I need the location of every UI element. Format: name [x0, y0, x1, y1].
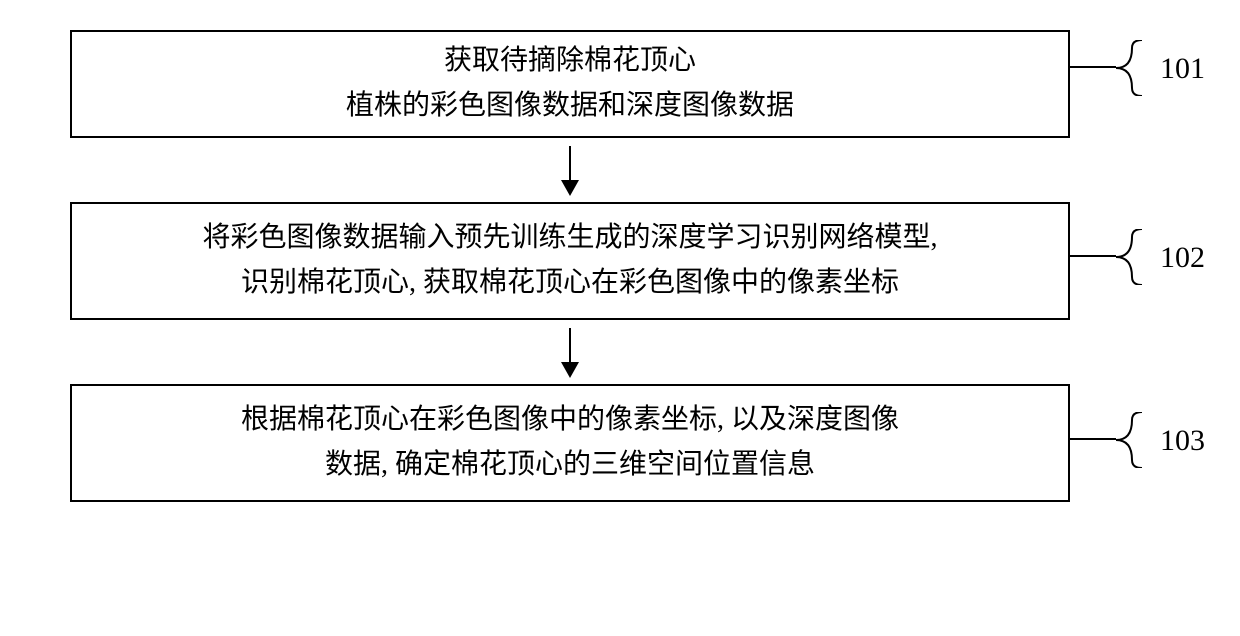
step-label-103: 103 [1160, 424, 1205, 458]
connector-101 [1070, 66, 1116, 68]
flow-step-103-line1: 根据棉花顶心在彩色图像中的像素坐标, 以及深度图像 [241, 398, 899, 443]
curve-icon [1114, 229, 1154, 285]
flow-step-102-line2: 识别棉花顶心, 获取棉花顶心在彩色图像中的像素坐标 [241, 261, 899, 306]
flow-step-101-line2: 植株的彩色图像数据和深度图像数据 [346, 84, 794, 129]
flow-step-102-line1: 将彩色图像数据输入预先训练生成的深度学习识别网络模型, [202, 216, 937, 261]
arrow-down-icon [569, 146, 571, 194]
step-label-101: 101 [1160, 52, 1205, 86]
curve-103 [1114, 412, 1154, 468]
curve-icon [1114, 412, 1154, 468]
flow-step-102: 将彩色图像数据输入预先训练生成的深度学习识别网络模型, 识别棉花顶心, 获取棉花… [70, 202, 1070, 320]
curve-102 [1114, 229, 1154, 285]
flowchart-container: 获取待摘除棉花顶心 植株的彩色图像数据和深度图像数据 将彩色图像数据输入预先训练… [70, 30, 1070, 502]
curve-icon [1114, 40, 1154, 96]
arrow-102-to-103 [70, 320, 1070, 384]
arrow-101-to-102 [70, 138, 1070, 202]
arrow-down-icon [569, 328, 571, 376]
flow-step-103-line2: 数据, 确定棉花顶心的三维空间位置信息 [325, 443, 815, 488]
curve-101 [1114, 40, 1154, 96]
connector-102 [1070, 255, 1116, 257]
flow-step-101-line1: 获取待摘除棉花顶心 [444, 39, 696, 84]
connector-103 [1070, 438, 1116, 440]
step-label-102: 102 [1160, 241, 1205, 275]
flow-step-101: 获取待摘除棉花顶心 植株的彩色图像数据和深度图像数据 [70, 30, 1070, 138]
flow-step-103: 根据棉花顶心在彩色图像中的像素坐标, 以及深度图像 数据, 确定棉花顶心的三维空… [70, 384, 1070, 502]
